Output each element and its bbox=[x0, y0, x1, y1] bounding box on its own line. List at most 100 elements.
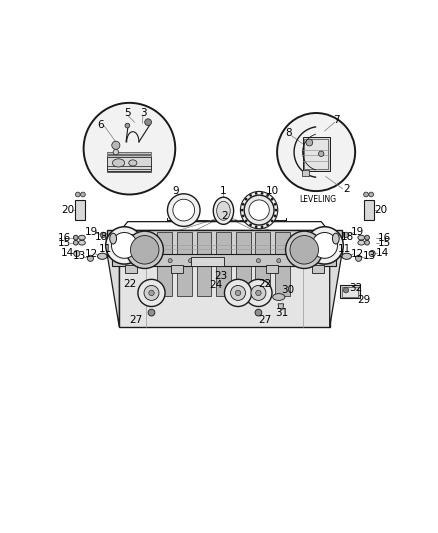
FancyBboxPatch shape bbox=[107, 156, 152, 157]
Text: 18: 18 bbox=[341, 232, 354, 242]
Text: 14: 14 bbox=[375, 248, 389, 258]
FancyBboxPatch shape bbox=[216, 232, 231, 296]
Circle shape bbox=[106, 227, 143, 264]
Circle shape bbox=[261, 225, 263, 228]
Circle shape bbox=[126, 231, 163, 269]
Circle shape bbox=[74, 235, 78, 240]
Polygon shape bbox=[330, 230, 342, 327]
Text: 3: 3 bbox=[140, 108, 146, 118]
FancyBboxPatch shape bbox=[107, 230, 342, 256]
Ellipse shape bbox=[217, 201, 230, 220]
FancyBboxPatch shape bbox=[255, 232, 270, 296]
Text: 19: 19 bbox=[85, 227, 98, 237]
Text: 6: 6 bbox=[97, 120, 104, 130]
Circle shape bbox=[244, 195, 274, 225]
Circle shape bbox=[364, 192, 368, 197]
FancyBboxPatch shape bbox=[236, 232, 251, 296]
Circle shape bbox=[343, 287, 349, 293]
Circle shape bbox=[356, 255, 362, 261]
FancyBboxPatch shape bbox=[304, 139, 328, 169]
Circle shape bbox=[369, 192, 374, 197]
Text: 5: 5 bbox=[124, 108, 131, 118]
Text: 18: 18 bbox=[95, 232, 108, 242]
Text: 19: 19 bbox=[351, 227, 364, 237]
Circle shape bbox=[242, 215, 244, 217]
Circle shape bbox=[271, 220, 273, 222]
Circle shape bbox=[125, 123, 130, 128]
Circle shape bbox=[277, 113, 355, 191]
Circle shape bbox=[271, 198, 273, 200]
Text: 23: 23 bbox=[215, 271, 228, 281]
Ellipse shape bbox=[98, 253, 107, 260]
FancyBboxPatch shape bbox=[158, 232, 172, 296]
FancyBboxPatch shape bbox=[107, 152, 152, 154]
Circle shape bbox=[148, 309, 155, 316]
FancyBboxPatch shape bbox=[119, 230, 330, 327]
Circle shape bbox=[255, 225, 258, 228]
Circle shape bbox=[224, 279, 251, 306]
Circle shape bbox=[144, 286, 159, 301]
Circle shape bbox=[256, 259, 261, 263]
Circle shape bbox=[148, 259, 152, 263]
Text: 11: 11 bbox=[99, 244, 112, 254]
Circle shape bbox=[306, 139, 313, 146]
Text: 9: 9 bbox=[172, 186, 179, 196]
Circle shape bbox=[245, 198, 247, 200]
Circle shape bbox=[275, 209, 277, 212]
Ellipse shape bbox=[358, 240, 365, 245]
Circle shape bbox=[242, 203, 244, 206]
Circle shape bbox=[369, 251, 375, 256]
Text: 24: 24 bbox=[209, 280, 222, 290]
Text: 22: 22 bbox=[124, 279, 137, 289]
FancyBboxPatch shape bbox=[317, 233, 330, 245]
Circle shape bbox=[188, 259, 193, 263]
Circle shape bbox=[100, 232, 106, 238]
Circle shape bbox=[255, 309, 262, 316]
Text: 11: 11 bbox=[337, 244, 350, 254]
Text: 8: 8 bbox=[285, 128, 292, 139]
Circle shape bbox=[251, 286, 266, 301]
Text: 31: 31 bbox=[276, 308, 289, 318]
Circle shape bbox=[245, 220, 247, 222]
Text: 13: 13 bbox=[73, 251, 86, 261]
Text: 12: 12 bbox=[351, 248, 364, 259]
Text: 14: 14 bbox=[60, 248, 74, 258]
FancyBboxPatch shape bbox=[302, 169, 309, 176]
Circle shape bbox=[286, 231, 323, 269]
Text: LEVELING: LEVELING bbox=[299, 195, 336, 204]
Circle shape bbox=[306, 227, 343, 264]
Circle shape bbox=[365, 235, 369, 240]
Circle shape bbox=[112, 141, 120, 149]
Circle shape bbox=[312, 232, 338, 259]
Circle shape bbox=[145, 119, 152, 126]
Text: 27: 27 bbox=[258, 315, 272, 325]
FancyBboxPatch shape bbox=[75, 199, 85, 220]
Ellipse shape bbox=[332, 233, 339, 244]
FancyBboxPatch shape bbox=[340, 285, 360, 298]
FancyBboxPatch shape bbox=[113, 254, 336, 266]
Ellipse shape bbox=[273, 294, 285, 301]
Circle shape bbox=[245, 279, 272, 306]
FancyBboxPatch shape bbox=[191, 257, 224, 266]
Circle shape bbox=[81, 192, 85, 197]
Circle shape bbox=[240, 191, 278, 229]
Circle shape bbox=[365, 240, 369, 245]
FancyBboxPatch shape bbox=[119, 233, 132, 245]
Circle shape bbox=[75, 192, 80, 197]
Circle shape bbox=[255, 192, 258, 195]
Text: 1: 1 bbox=[220, 186, 227, 196]
Circle shape bbox=[274, 215, 276, 217]
FancyBboxPatch shape bbox=[312, 265, 324, 273]
FancyBboxPatch shape bbox=[171, 265, 183, 273]
Circle shape bbox=[149, 290, 154, 296]
Ellipse shape bbox=[342, 253, 351, 260]
Text: 32: 32 bbox=[350, 283, 363, 293]
Text: 20: 20 bbox=[61, 205, 74, 215]
Text: 20: 20 bbox=[375, 205, 388, 215]
FancyBboxPatch shape bbox=[275, 232, 290, 296]
Text: 22: 22 bbox=[258, 279, 271, 289]
Circle shape bbox=[297, 259, 301, 263]
Circle shape bbox=[277, 259, 281, 263]
FancyBboxPatch shape bbox=[364, 199, 374, 220]
Circle shape bbox=[168, 259, 172, 263]
